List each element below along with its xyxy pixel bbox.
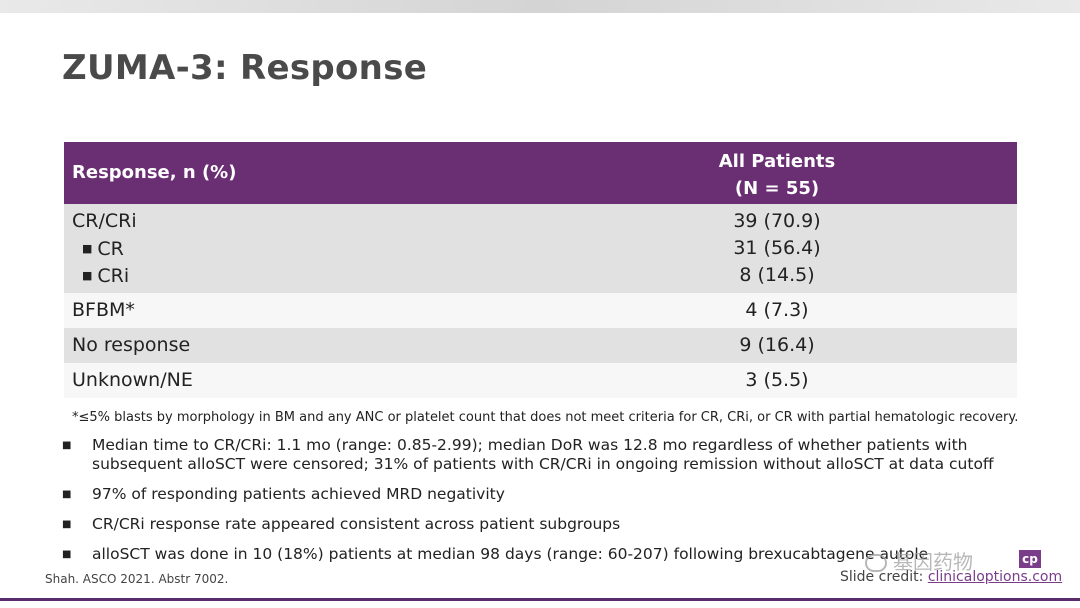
row-label: Unknown/NE: [72, 369, 193, 391]
row-value: 4 (7.3): [745, 299, 809, 321]
table-row: CR/CRi 39 (70.9): [64, 208, 1017, 235]
row-value: 9 (16.4): [739, 334, 815, 356]
credit-link[interactable]: clinicaloptions.com: [927, 569, 1063, 585]
row-label: BFBM*: [72, 299, 135, 321]
table-header: Response, n (%) All Patients (N = 55): [64, 142, 1017, 204]
top-decor-bar: [0, 0, 1080, 13]
list-item: ■ Median time to CR/CRi: 1.1 mo (range: …: [62, 436, 1022, 474]
table-footnote: *≤5% blasts by morphology in BM and any …: [72, 410, 1019, 425]
square-bullet-icon: ■: [62, 440, 72, 451]
row-label: CR/CRi: [72, 210, 137, 232]
table-row-cr-group: CR/CRi 39 (70.9) ■ CR 31 (56.4) ■ CRi 8 (1…: [64, 204, 1017, 293]
square-bullet-icon: ■: [82, 242, 93, 255]
square-bullet-icon: ■: [62, 489, 72, 500]
row-label: CRi: [97, 265, 130, 287]
table-row-no-response: No response 9 (16.4): [64, 328, 1017, 363]
list-item: ■ alloSCT was done in 10 (18%) patients …: [62, 545, 1022, 564]
list-item: ■ CR/CRi response rate appeared consiste…: [62, 515, 1022, 534]
table-row: No response 9 (16.4): [64, 332, 1017, 359]
square-bullet-icon: ■: [82, 269, 93, 282]
slide-credit: Slide credit: clinicaloptions.com: [840, 569, 1062, 585]
bullet-text: Median time to CR/CRi: 1.1 mo (range: 0.…: [92, 436, 994, 473]
row-label: CR: [97, 238, 124, 260]
table-row-bfbm: BFBM* 4 (7.3): [64, 293, 1017, 328]
row-value: 3 (5.5): [745, 369, 809, 391]
list-item: ■ 97% of responding patients achieved MR…: [62, 485, 1022, 504]
square-bullet-icon: ■: [62, 519, 72, 530]
row-label: No response: [72, 334, 191, 356]
square-bullet-icon: ■: [62, 549, 72, 560]
bullet-text: CR/CRi response rate appeared consistent…: [92, 515, 621, 533]
header-all-patients-line2: (N = 55): [734, 178, 820, 199]
watermark-text: 基因药物: [893, 550, 973, 574]
bullet-text: alloSCT was done in 10 (18%) patients at…: [92, 545, 929, 563]
wechat-icon: [865, 554, 887, 572]
citation: Shah. ASCO 2021. Abstr 7002.: [45, 572, 229, 586]
row-value: 8 (14.5): [739, 264, 815, 286]
response-table: Response, n (%) All Patients (N = 55) CR…: [64, 142, 1017, 398]
credit-prefix: Slide credit:: [840, 569, 928, 585]
table-row: ■ CRi 8 (14.5): [64, 262, 1017, 289]
slide-title: ZUMA-3: Response: [62, 48, 428, 88]
table-row: ■ CR 31 (56.4): [64, 235, 1017, 262]
row-value: 31 (56.4): [733, 237, 821, 259]
bullet-text: 97% of responding patients achieved MRD …: [92, 485, 505, 503]
header-all-patients: All Patients (N = 55): [664, 148, 890, 202]
table-row: BFBM* 4 (7.3): [64, 297, 1017, 324]
table-row-unknown: Unknown/NE 3 (5.5): [64, 363, 1017, 398]
bullet-list: ■ Median time to CR/CRi: 1.1 mo (range: …: [62, 436, 1022, 575]
row-value: 39 (70.9): [733, 210, 821, 232]
watermark: 基因药物: [865, 546, 973, 575]
table-row: Unknown/NE 3 (5.5): [64, 367, 1017, 394]
bottom-decor-bar: [0, 598, 1080, 601]
header-all-patients-line1: All Patients: [718, 151, 836, 172]
header-response: Response, n (%): [72, 162, 237, 183]
cco-logo: cp: [1019, 550, 1041, 568]
